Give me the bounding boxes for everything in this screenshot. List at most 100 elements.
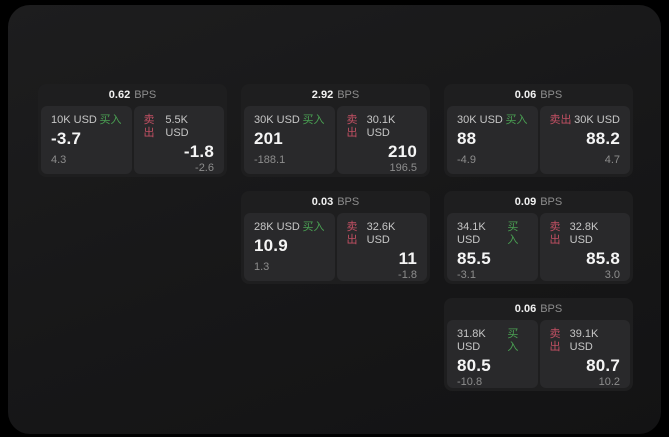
buy-amount: 30K USD <box>254 114 300 126</box>
buy-side-label: 买入 <box>507 221 519 246</box>
buy-price: 85.5 <box>457 249 491 268</box>
sell-amount: 39.1K USD <box>569 328 599 353</box>
buy-amount: 31.8K USD <box>457 328 486 353</box>
quote-card: 0.09 BPS 34.1K USD 买入 85.5 -3.1 卖出 32.8K… <box>444 191 633 284</box>
sell-sub-value: -1.8 <box>398 269 417 281</box>
card-header: 0.62 BPS <box>41 87 224 104</box>
sell-panel-header: 卖出 32.8K USD <box>550 221 621 247</box>
sell-sub-value: 196.5 <box>389 162 417 174</box>
buy-panel-header: 34.1K USD 买入 <box>457 221 528 247</box>
bps-unit-label: BPS <box>337 89 360 101</box>
buy-sub-value: 4.3 <box>51 154 67 166</box>
buy-panel-header: 31.8K USD 买入 <box>457 328 528 354</box>
buy-amount: 30K USD <box>457 114 503 126</box>
buy-amount: 34.1K USD <box>457 221 486 246</box>
buy-panel[interactable]: 34.1K USD 买入 85.5 -3.1 <box>447 213 538 281</box>
bps-unit-label: BPS <box>540 89 563 101</box>
buy-sub-value: -188.1 <box>254 154 286 166</box>
buy-panel[interactable]: 31.8K USD 买入 80.5 -10.8 <box>447 320 538 388</box>
sell-panel-header: 卖出 32.6K USD <box>347 221 418 247</box>
bps-unit-label: BPS <box>540 196 563 208</box>
quote-panels: 28K USD 买入 10.9 1.3 卖出 32.6K USD 11 -1.8 <box>244 213 427 281</box>
quote-card: 0.06 BPS 31.8K USD 买入 80.5 -10.8 卖出 39.1… <box>444 298 633 391</box>
quote-panels: 34.1K USD 买入 85.5 -3.1 卖出 32.8K USD 85.8… <box>447 213 630 281</box>
sell-sub-value: 3.0 <box>604 269 620 281</box>
sell-panel-header: 卖出 39.1K USD <box>550 328 621 354</box>
sell-panel-header: 卖出 30.1K USD <box>347 114 418 140</box>
bps-value: 0.09 <box>514 196 537 208</box>
sell-amount: 32.6K USD <box>366 221 396 246</box>
buy-sub-value: -3.1 <box>457 269 476 281</box>
card-header: 2.92 BPS <box>244 87 427 104</box>
sell-side-label: 卖出 <box>549 114 572 126</box>
bps-unit-label: BPS <box>540 303 563 315</box>
buy-panel[interactable]: 10K USD 买入 -3.7 4.3 <box>41 106 132 174</box>
sell-sub-value: 10.2 <box>598 376 620 388</box>
sell-amount: 5.5K USD <box>165 114 189 139</box>
buy-side-label: 买入 <box>507 328 519 353</box>
buy-price: -3.7 <box>51 129 82 148</box>
sell-amount: 30K USD <box>574 114 620 126</box>
buy-price: 88 <box>457 129 477 148</box>
buy-side-label: 买入 <box>302 114 325 126</box>
sell-panel-header: 卖出 5.5K USD <box>144 114 215 140</box>
buy-side-label: 买入 <box>99 114 122 126</box>
sell-sub-value: -2.6 <box>195 162 214 174</box>
sell-price: 85.8 <box>586 249 620 268</box>
buy-panel[interactable]: 28K USD 买入 10.9 1.3 <box>244 213 335 281</box>
buy-panel-header: 10K USD 买入 <box>51 114 122 127</box>
bps-value: 0.03 <box>311 196 334 208</box>
sell-amount: 32.8K USD <box>569 221 599 246</box>
bps-value: 0.06 <box>514 89 537 101</box>
sell-panel[interactable]: 卖出 5.5K USD -1.8 -2.6 <box>133 106 224 174</box>
quote-card: 0.03 BPS 28K USD 买入 10.9 1.3 卖出 32.6K US… <box>241 191 430 284</box>
app-window: 0.62 BPS 10K USD 买入 -3.7 4.3 卖出 5.5K USD… <box>8 5 661 434</box>
sell-side-label: 卖出 <box>143 114 155 139</box>
sell-price: -1.8 <box>183 142 214 161</box>
buy-sub-value: -10.8 <box>457 376 483 388</box>
sell-panel[interactable]: 卖出 32.6K USD 11 -1.8 <box>336 213 427 281</box>
buy-sub-value: 1.3 <box>254 261 270 273</box>
quote-panels: 30K USD 买入 201 -188.1 卖出 30.1K USD 210 1… <box>244 106 427 174</box>
sell-panel[interactable]: 卖出 32.8K USD 85.8 3.0 <box>539 213 630 281</box>
card-header: 0.06 BPS <box>447 301 630 318</box>
quote-card: 0.06 BPS 30K USD 买入 88 -4.9 卖出 30K USD 8… <box>444 84 633 177</box>
quote-panels: 31.8K USD 买入 80.5 -10.8 卖出 39.1K USD 80.… <box>447 320 630 388</box>
buy-side-label: 买入 <box>505 114 528 126</box>
sell-side-label: 卖出 <box>346 221 358 246</box>
buy-price: 10.9 <box>254 236 288 255</box>
sell-price: 11 <box>398 249 417 268</box>
buy-amount: 28K USD <box>254 221 300 233</box>
buy-panel[interactable]: 30K USD 买入 201 -188.1 <box>244 106 335 174</box>
buy-price: 201 <box>254 129 283 148</box>
buy-sub-value: -4.9 <box>457 154 476 166</box>
quote-card: 2.92 BPS 30K USD 买入 201 -188.1 卖出 30.1K … <box>241 84 430 177</box>
sell-panel[interactable]: 卖出 39.1K USD 80.7 10.2 <box>539 320 630 388</box>
quote-panels: 30K USD 买入 88 -4.9 卖出 30K USD 88.2 4.7 <box>447 106 630 174</box>
quote-panels: 10K USD 买入 -3.7 4.3 卖出 5.5K USD -1.8 -2.… <box>41 106 224 174</box>
bps-value: 0.06 <box>514 303 537 315</box>
sell-price: 210 <box>388 142 417 161</box>
buy-panel[interactable]: 30K USD 买入 88 -4.9 <box>447 106 538 174</box>
bps-unit-label: BPS <box>337 196 360 208</box>
bps-unit-label: BPS <box>134 89 157 101</box>
buy-amount: 10K USD <box>51 114 97 126</box>
card-header: 0.09 BPS <box>447 194 630 211</box>
quote-card: 0.62 BPS 10K USD 买入 -3.7 4.3 卖出 5.5K USD… <box>38 84 227 177</box>
sell-price: 88.2 <box>586 129 620 148</box>
buy-panel-header: 28K USD 买入 <box>254 221 325 234</box>
sell-amount: 30.1K USD <box>366 114 396 139</box>
sell-side-label: 卖出 <box>346 114 358 139</box>
sell-price: 80.7 <box>586 356 620 375</box>
sell-panel[interactable]: 卖出 30K USD 88.2 4.7 <box>539 106 630 174</box>
buy-panel-header: 30K USD 买入 <box>254 114 325 127</box>
sell-panel[interactable]: 卖出 30.1K USD 210 196.5 <box>336 106 427 174</box>
buy-price: 80.5 <box>457 356 491 375</box>
sell-side-label: 卖出 <box>549 328 561 353</box>
sell-panel-header: 卖出 30K USD <box>550 114 621 127</box>
card-header: 0.06 BPS <box>447 87 630 104</box>
buy-panel-header: 30K USD 买入 <box>457 114 528 127</box>
sell-side-label: 卖出 <box>549 221 561 246</box>
sell-sub-value: 4.7 <box>604 154 620 166</box>
buy-side-label: 买入 <box>302 221 325 233</box>
